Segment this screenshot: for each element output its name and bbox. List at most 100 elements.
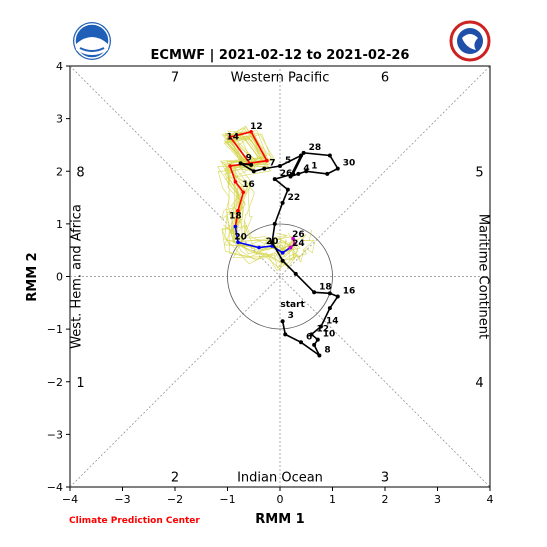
observed-day-label: 7 xyxy=(269,159,275,169)
phase-number: 8 xyxy=(76,165,84,180)
credit-text: Climate Prediction Center xyxy=(69,516,200,526)
observed-day-label: 16 xyxy=(343,286,356,296)
noaa-logo xyxy=(73,22,111,60)
forecast-point xyxy=(241,190,246,195)
observed-day-label: 14 xyxy=(326,316,339,326)
forecast-line xyxy=(228,130,269,211)
forecast-point xyxy=(288,245,293,250)
region-label-top: Western Pacific xyxy=(231,71,330,86)
region-label-right: Maritime Continent xyxy=(476,214,491,339)
forecast-point xyxy=(280,251,285,255)
observed-point xyxy=(296,171,301,176)
forecast-day-label: 20 xyxy=(234,233,247,243)
forecast-point xyxy=(236,208,240,213)
observed-point xyxy=(280,319,285,324)
observed-day-label: 3 xyxy=(288,311,294,321)
observed-point xyxy=(325,171,330,176)
region-label-left: West. Hem. and Africa xyxy=(70,204,85,349)
chart-title: ECMWF | 2021-02-12 to 2021-02-26 xyxy=(151,48,410,63)
x-tick-label: 4 xyxy=(487,493,494,506)
observed-point xyxy=(315,337,320,342)
observed-point xyxy=(238,161,243,166)
observed-point xyxy=(288,174,293,179)
ensemble-member-line xyxy=(225,126,301,254)
observed-point xyxy=(293,271,298,276)
observed-day-label: 9 xyxy=(246,153,252,163)
observed-day-label: 22 xyxy=(288,193,301,203)
phase-number: 5 xyxy=(475,165,483,180)
forecast-point xyxy=(257,245,261,250)
forecast-point xyxy=(233,179,238,184)
x-tick-label: 2 xyxy=(382,493,389,506)
ensemble-member-line xyxy=(224,130,291,256)
observed-point xyxy=(283,332,288,337)
observed-point xyxy=(272,221,277,226)
phase-number: 6 xyxy=(381,71,389,86)
forecast-point xyxy=(236,240,240,245)
observed-day-label: 18 xyxy=(319,282,332,292)
observed-point xyxy=(280,258,285,263)
x-tick-label: −3 xyxy=(114,493,130,506)
y-tick-label: −1 xyxy=(47,323,63,336)
phase-number: 4 xyxy=(475,376,483,391)
x-tick-label: −1 xyxy=(219,493,235,506)
observed-point xyxy=(327,306,332,311)
y-tick-label: 0 xyxy=(56,271,63,284)
observed-point xyxy=(299,340,303,345)
observed-point xyxy=(309,332,314,337)
forecast-point xyxy=(265,158,269,163)
observed-point xyxy=(270,240,275,245)
observed-point xyxy=(301,150,306,155)
observed-point xyxy=(304,169,309,174)
forecast-day-label: 16 xyxy=(242,180,255,190)
y-axis-label: RMM 2 xyxy=(25,252,40,301)
ensemble-member-line xyxy=(227,130,313,246)
y-tick-label: 2 xyxy=(56,165,63,178)
x-axis-label: RMM 1 xyxy=(255,512,304,527)
observed-point xyxy=(312,290,317,295)
forecast-line xyxy=(234,210,239,227)
x-tick-label: −4 xyxy=(62,493,78,506)
observed-point xyxy=(285,187,290,192)
observed-day-label: 5 xyxy=(285,156,291,166)
forecast-point xyxy=(233,224,238,229)
observed-day-label: 30 xyxy=(343,159,356,169)
forecast-day-label: 18 xyxy=(229,212,242,222)
observed-point xyxy=(280,200,285,205)
observed-point xyxy=(278,163,282,168)
ensemble-member-line xyxy=(226,136,298,266)
forecast-point xyxy=(291,236,295,241)
observed-day-label: 26 xyxy=(280,169,293,179)
y-tick-label: 1 xyxy=(56,218,63,231)
phase-number: 7 xyxy=(171,71,179,86)
observed-point xyxy=(262,166,267,171)
observed-point xyxy=(249,162,254,167)
observed-point xyxy=(251,169,256,174)
phase-number: 3 xyxy=(381,470,389,485)
observed-point xyxy=(299,153,303,158)
phase-number: 1 xyxy=(76,376,84,391)
y-tick-label: 4 xyxy=(56,60,63,73)
y-tick-label: −4 xyxy=(47,481,63,494)
observed-point xyxy=(335,166,340,171)
observed-point xyxy=(312,342,317,347)
observed-point xyxy=(291,171,296,176)
y-tick-label: −2 xyxy=(47,376,63,389)
forecast-point xyxy=(228,164,232,168)
forecast-point xyxy=(292,242,297,246)
x-tick-label: −2 xyxy=(167,493,183,506)
forecast-day-label: 24 xyxy=(292,239,305,249)
start-label: start xyxy=(280,300,305,310)
forecast-day-label: 12 xyxy=(250,122,263,132)
observed-point xyxy=(327,291,332,296)
observed-day-label: 6 xyxy=(306,332,312,342)
observed-day-label: 4 xyxy=(303,164,309,174)
observed-day-label: 8 xyxy=(324,345,330,355)
unit-circle xyxy=(227,223,333,330)
y-tick-label: 3 xyxy=(56,113,63,126)
forecast-day-label: 26 xyxy=(292,230,305,240)
observed-day-label: 10 xyxy=(323,330,336,340)
observed-point xyxy=(317,353,322,358)
observed-day-label: 28 xyxy=(309,143,322,153)
